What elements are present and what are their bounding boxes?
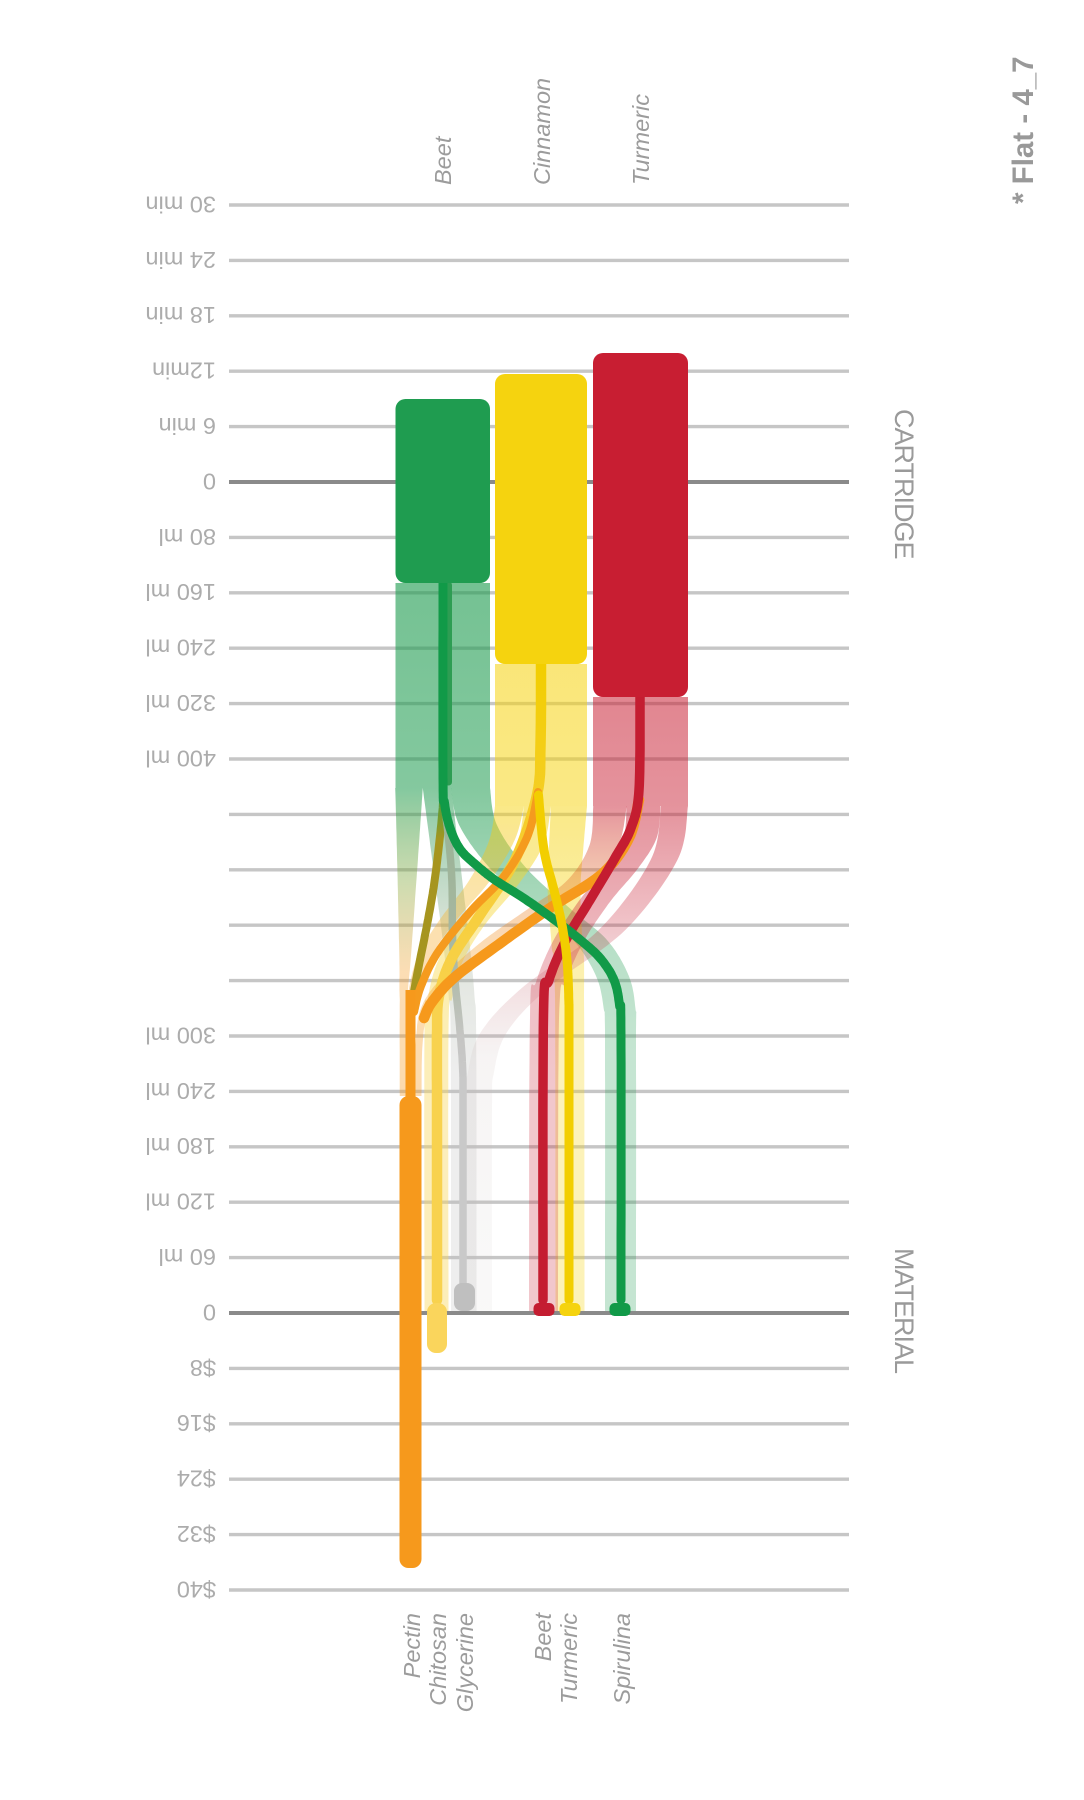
svg-text:Glycerine: Glycerine xyxy=(452,1613,478,1712)
svg-text:300 ml: 300 ml xyxy=(145,1022,216,1048)
svg-text:Cinnamon: Cinnamon xyxy=(529,78,555,185)
svg-text:160 ml: 160 ml xyxy=(145,579,216,605)
svg-text:Turmeric: Turmeric xyxy=(556,1613,582,1704)
svg-text:240 ml: 240 ml xyxy=(145,635,216,661)
svg-text:$16: $16 xyxy=(177,1410,216,1436)
svg-text:400 ml: 400 ml xyxy=(145,745,216,771)
svg-text:0: 0 xyxy=(203,468,216,494)
svg-text:80 ml: 80 ml xyxy=(159,524,216,550)
svg-text:60 ml: 60 ml xyxy=(159,1244,216,1270)
svg-text:30 min: 30 min xyxy=(145,191,216,217)
svg-text:CARTRIDGE: CARTRIDGE xyxy=(889,409,919,559)
svg-text:24 min: 24 min xyxy=(145,247,216,273)
svg-text:Pectin: Pectin xyxy=(399,1613,425,1678)
svg-text:120 ml: 120 ml xyxy=(145,1189,216,1215)
svg-text:MATERIAL: MATERIAL xyxy=(889,1248,919,1374)
svg-text:12min: 12min xyxy=(152,358,216,384)
svg-text:$40: $40 xyxy=(177,1576,216,1602)
svg-text:Beet: Beet xyxy=(430,135,456,185)
svg-text:Chitosan: Chitosan xyxy=(425,1613,451,1706)
svg-text:Beet: Beet xyxy=(530,1612,556,1662)
svg-text:320 ml: 320 ml xyxy=(145,690,216,716)
svg-text:Turmeric: Turmeric xyxy=(628,94,654,185)
svg-text:18 min: 18 min xyxy=(145,302,216,328)
svg-text:$32: $32 xyxy=(177,1521,216,1547)
svg-text:180 ml: 180 ml xyxy=(145,1133,216,1159)
svg-text:$8: $8 xyxy=(190,1355,216,1381)
svg-text:* Flat - 4_7: * Flat - 4_7 xyxy=(1007,56,1040,204)
svg-text:$24: $24 xyxy=(177,1466,216,1492)
svg-text:0: 0 xyxy=(203,1299,216,1325)
svg-text:Spirulina: Spirulina xyxy=(609,1613,635,1704)
svg-text:240 ml: 240 ml xyxy=(145,1078,216,1104)
svg-text:6 min: 6 min xyxy=(159,413,216,439)
